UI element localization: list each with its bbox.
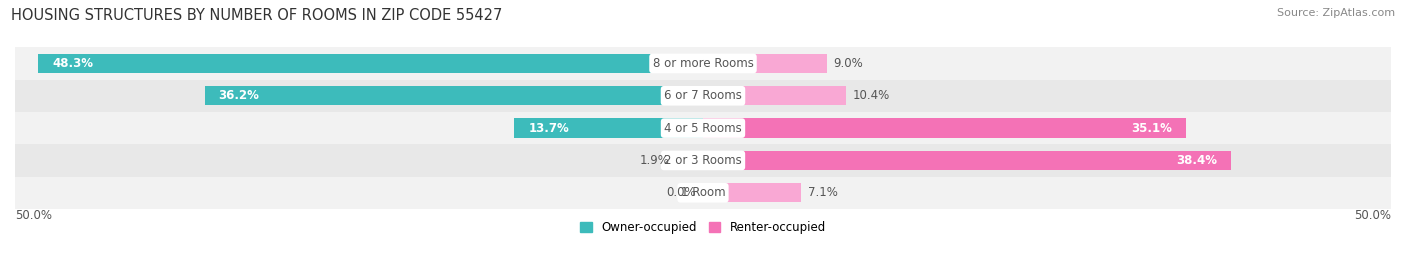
Text: 38.4%: 38.4% [1177,154,1218,167]
Text: Source: ZipAtlas.com: Source: ZipAtlas.com [1277,8,1395,18]
Text: 13.7%: 13.7% [529,122,569,134]
Text: 4 or 5 Rooms: 4 or 5 Rooms [664,122,742,134]
Text: 50.0%: 50.0% [1354,209,1391,222]
Bar [38,54,703,73]
Legend: Owner-occupied, Renter-occupied: Owner-occupied, Renter-occupied [575,216,831,239]
Text: 2 or 3 Rooms: 2 or 3 Rooms [664,154,742,167]
Bar [703,54,827,73]
Bar [703,151,1232,170]
Text: HOUSING STRUCTURES BY NUMBER OF ROOMS IN ZIP CODE 55427: HOUSING STRUCTURES BY NUMBER OF ROOMS IN… [11,8,502,23]
Text: 1.9%: 1.9% [640,154,671,167]
Text: 8 or more Rooms: 8 or more Rooms [652,57,754,70]
Text: 7.1%: 7.1% [807,186,838,199]
Bar [15,80,1391,112]
Bar [703,86,846,105]
Text: 50.0%: 50.0% [15,209,52,222]
Bar [205,86,703,105]
Bar [703,118,1187,138]
Text: 36.2%: 36.2% [219,89,260,102]
Text: 6 or 7 Rooms: 6 or 7 Rooms [664,89,742,102]
Text: 9.0%: 9.0% [834,57,863,70]
Text: 1 Room: 1 Room [681,186,725,199]
Bar [15,144,1391,177]
Text: 0.0%: 0.0% [666,186,696,199]
Bar [676,151,703,170]
Text: 35.1%: 35.1% [1132,122,1173,134]
Bar [703,183,800,203]
Text: 10.4%: 10.4% [853,89,890,102]
Bar [15,177,1391,209]
Bar [515,118,703,138]
Text: 48.3%: 48.3% [52,57,93,70]
Bar [15,47,1391,80]
Bar [15,112,1391,144]
